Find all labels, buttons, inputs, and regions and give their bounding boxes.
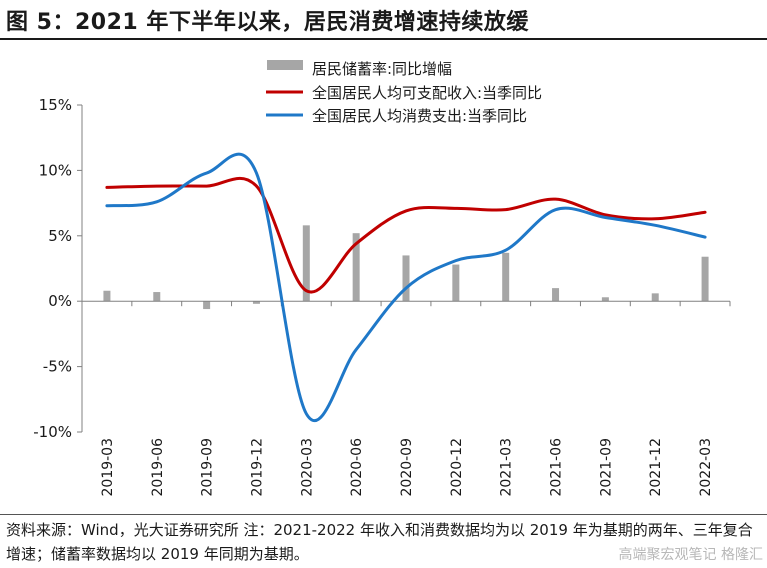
legend-label: 居民储蓄率:同比增幅 bbox=[312, 60, 452, 78]
x-tick-label: 2020-06 bbox=[349, 438, 365, 497]
x-tick-label: 2022-03 bbox=[698, 438, 714, 497]
footnote: 资料来源：Wind，光大证券研究所 注：2021-2022 年收入和消费数据均为… bbox=[6, 521, 753, 563]
bar bbox=[203, 301, 211, 310]
x-tick-label: 2021-06 bbox=[549, 438, 565, 497]
x-tick-label: 2019-03 bbox=[100, 438, 116, 497]
legend-label: 全国居民人均消费支出:当季同比 bbox=[312, 107, 527, 125]
bar bbox=[651, 293, 659, 302]
y-tick-label: 15% bbox=[39, 96, 72, 114]
y-tick-label: -5% bbox=[43, 358, 72, 376]
consumption-line bbox=[105, 152, 707, 423]
legend-item-savings: 居民储蓄率:同比增幅 bbox=[267, 60, 452, 78]
x-tick-label: 2021-12 bbox=[648, 438, 664, 497]
x-tick-label: 2020-12 bbox=[449, 438, 465, 497]
y-tick-label: 0% bbox=[48, 292, 72, 310]
x-tick-label: 2021-09 bbox=[598, 438, 614, 497]
chart: 15% 10% 5% 0% -5% -10% 2019-03 2019-06 2019-09 20… bbox=[33, 60, 731, 497]
bar bbox=[153, 292, 161, 302]
bar bbox=[502, 252, 510, 302]
x-tick-label: 2020-03 bbox=[299, 438, 315, 497]
bar bbox=[402, 255, 410, 302]
bar bbox=[552, 288, 560, 302]
bar bbox=[252, 301, 260, 304]
bar bbox=[302, 225, 310, 302]
bar bbox=[103, 290, 111, 302]
chart-title: 图 5：2021 年下半年以来，居民消费增速持续放缓 bbox=[6, 10, 529, 35]
bar bbox=[352, 233, 360, 302]
bar bbox=[701, 256, 709, 302]
bar bbox=[452, 264, 460, 302]
legend-item-income: 全国居民人均可支配收入:当季同比 bbox=[266, 84, 542, 102]
legend-swatch-bar bbox=[267, 60, 303, 70]
x-tick-label: 2020-09 bbox=[399, 438, 415, 497]
y-tick-label: 10% bbox=[39, 161, 72, 179]
legend-label: 全国居民人均可支配收入:当季同比 bbox=[312, 84, 542, 102]
y-tick-label: 5% bbox=[48, 227, 72, 245]
income-line bbox=[105, 176, 707, 294]
legend-item-consumption: 全国居民人均消费支出:当季同比 bbox=[266, 107, 527, 125]
x-tick-label: 2019-09 bbox=[200, 438, 216, 497]
footnote-divider bbox=[0, 514, 767, 515]
y-tick-label: -10% bbox=[33, 423, 72, 441]
bar bbox=[601, 297, 609, 302]
x-tick-label: 2021-03 bbox=[499, 438, 515, 497]
title-divider bbox=[0, 38, 767, 40]
x-tick-label: 2019-12 bbox=[249, 438, 265, 497]
watermark: 高端聚宏观笔记 格隆汇 bbox=[618, 547, 763, 563]
x-tick-label: 2019-06 bbox=[150, 438, 166, 497]
